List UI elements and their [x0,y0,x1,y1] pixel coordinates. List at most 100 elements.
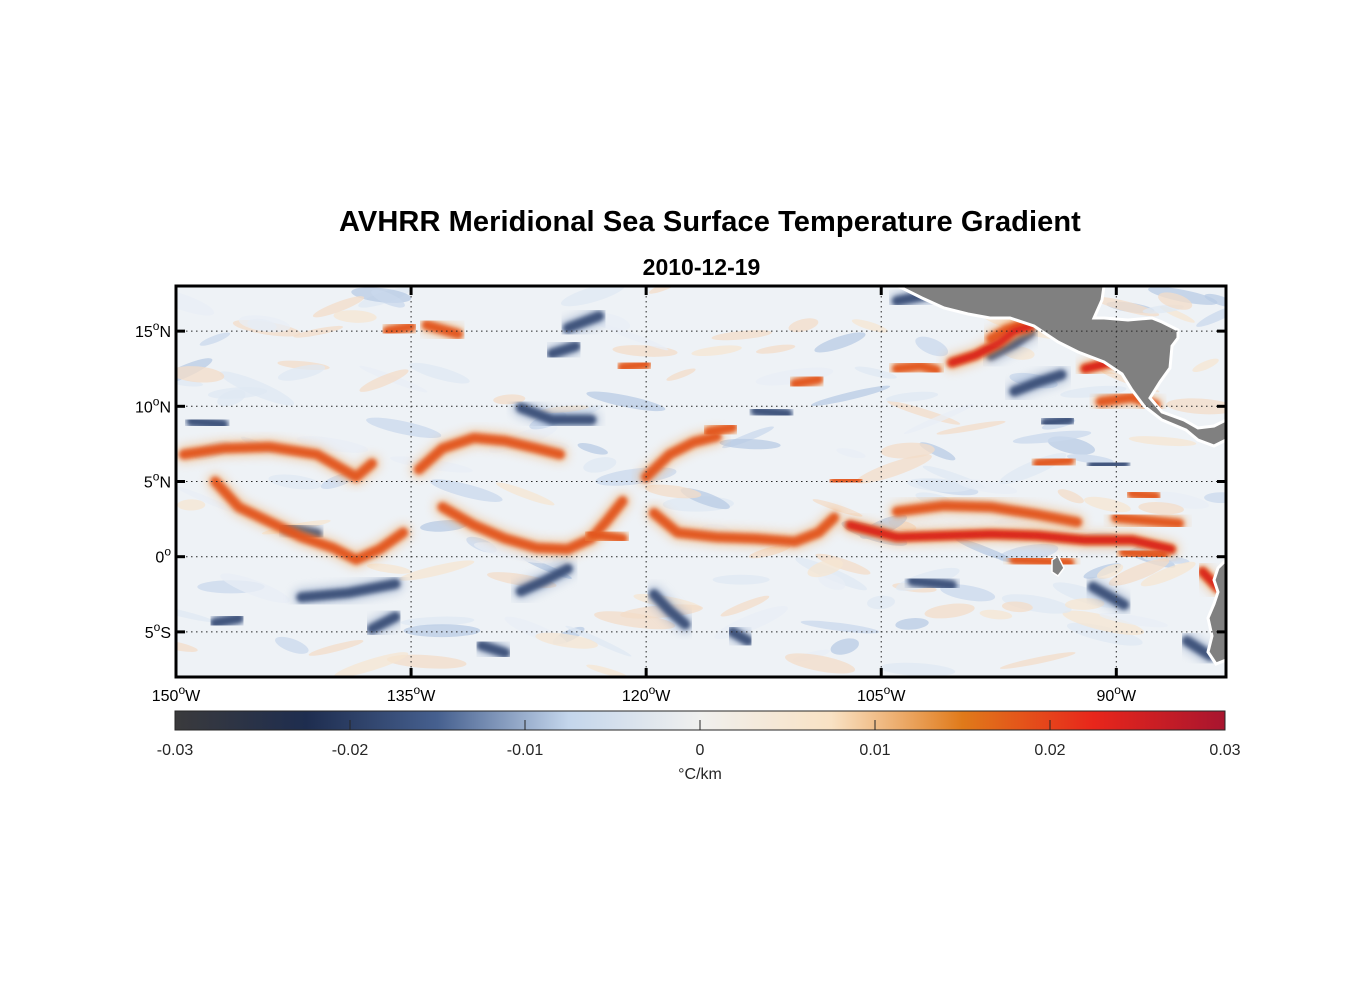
texture-blob [535,632,598,649]
colorbar-ticks: -0.03 -0.02 -0.01 0 0.01 0.02 0.03 [157,720,1241,759]
texture-blob [366,563,411,574]
negative-band [727,626,753,646]
texture-blob [915,336,949,357]
texture-blob [885,391,939,403]
positive-band [586,529,628,544]
longitude-labels: 150oW 135oW 120oW 105oW 90oW [152,683,1137,705]
texture-blob [1138,502,1184,515]
texture-blob [830,638,859,655]
texture-blob [176,603,215,623]
texture-blob [880,442,935,459]
texture-blob [788,318,819,333]
lon-label: 105oW [857,683,906,705]
texture-blob [176,366,225,383]
texture-blob [586,391,666,412]
texture-blob [814,332,866,353]
colorbar-tick-label: -0.01 [507,742,544,759]
map-area [176,286,1226,677]
negative-gradient-bands [183,286,1219,664]
negative-band [649,589,691,630]
lat-label: 5oN [144,470,171,492]
strong-positive-core [948,323,1034,366]
chart-title: AVHRR Meridional Sea Surface Temperature… [339,206,1081,238]
texture-blob [312,296,365,318]
negative-band [1181,635,1216,661]
negative-band [515,563,573,597]
texture-blob [495,482,555,506]
positive-band [178,441,377,482]
texture-blob [691,345,742,357]
lat-label: 5oS [145,620,171,642]
texture-blob [400,616,475,627]
texture-blob [936,420,1006,435]
texture-blob [895,618,929,630]
texture-blob [719,438,781,450]
texture-blob [818,573,846,590]
texture-blob [811,385,891,406]
negative-band [210,613,244,628]
negative-band [1009,369,1067,397]
texture-blob [594,611,676,630]
texture-blob [1148,491,1209,509]
positive-band [829,475,863,487]
texture-blob [924,603,975,619]
texture-blob [1062,610,1145,635]
texture-blob [1108,558,1170,586]
texture-blob [366,417,442,439]
texture-blob [371,289,405,308]
texture-blob [217,389,246,407]
negative-band [1040,414,1075,428]
texture-blob [308,639,364,656]
positive-band [210,476,409,565]
texture-blob [1148,286,1218,305]
texture-blob [583,457,617,473]
negative-band [296,578,401,603]
positive-band [891,360,942,376]
texture-blob [755,344,796,354]
positive-band [437,496,628,555]
texture-blob [1066,622,1143,646]
texture-blob [1204,293,1226,308]
texture-blob [979,609,1013,620]
positive-band [891,500,1083,528]
lat-label: 15oN [135,319,171,341]
texture-blob [275,636,309,654]
lat-label: 0o [155,545,171,567]
texture-blob [586,664,628,677]
texture-blob [1140,561,1196,587]
texture-blob [666,368,696,381]
negative-band [1087,458,1130,470]
texture-blob [334,652,409,677]
texture-blob [1001,601,1033,613]
texture-blob [268,474,322,490]
positive-band [421,320,464,340]
positive-band [382,321,417,337]
texture-blob [1083,496,1131,513]
texture-blob [999,652,1076,669]
positive-band [703,422,738,437]
texture-blob [1196,303,1226,327]
negative-band [547,341,581,359]
texture-blob [836,448,866,459]
colorbar-unit-label: °C/km [678,766,722,783]
positive-band [649,508,840,547]
positive-band [1111,512,1184,529]
texture-blob [409,362,470,384]
texture-blob [598,323,669,351]
central-america-land [897,286,1226,448]
texture-blob [785,653,856,674]
texture-blob [903,403,974,435]
colorbar: -0.03 -0.02 -0.01 0 0.01 0.02 0.03 °C/km [157,710,1241,783]
texture-blob [220,573,290,603]
texture-blob [565,625,632,657]
texture-blob [907,478,971,493]
texture-blob [277,364,326,381]
colorbar-tick-label: -0.02 [332,742,369,759]
colorbar-tick-label: 0.02 [1034,742,1065,759]
lon-label: 90oW [1097,683,1137,705]
texture-blob [851,319,888,333]
texture-blob [644,484,702,499]
land-layer [897,286,1226,666]
texture-blob [1128,436,1197,447]
texture-blob [176,486,249,518]
